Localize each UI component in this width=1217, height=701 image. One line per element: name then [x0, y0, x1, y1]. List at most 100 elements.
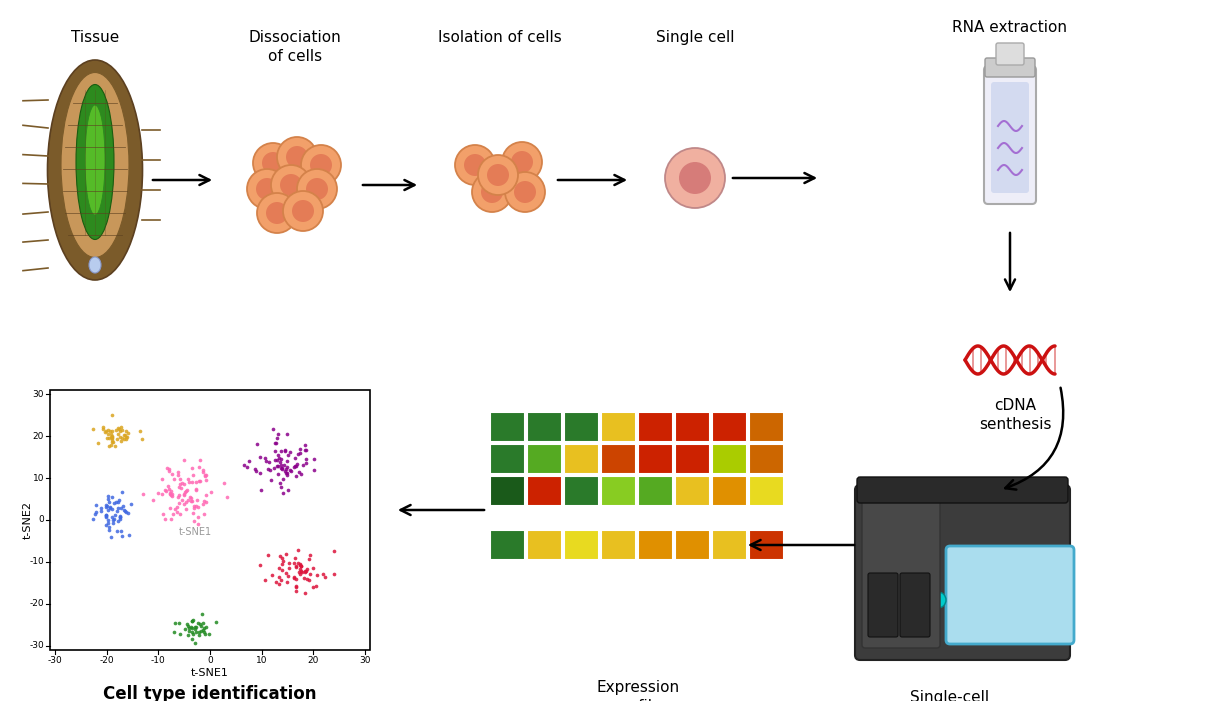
Point: [271, 574, 291, 585]
Circle shape: [514, 181, 535, 203]
Point: [287, 458, 307, 470]
Point: [258, 463, 277, 474]
Point: [183, 470, 202, 481]
Text: 0: 0: [207, 656, 213, 665]
Point: [156, 513, 175, 524]
Ellipse shape: [47, 60, 142, 280]
Point: [290, 559, 309, 570]
Point: [258, 550, 277, 561]
Point: [100, 522, 119, 533]
Point: [174, 489, 194, 500]
Point: [189, 629, 208, 641]
Circle shape: [284, 191, 323, 231]
Bar: [675, 530, 710, 560]
Circle shape: [247, 169, 287, 209]
Point: [273, 558, 292, 569]
Circle shape: [257, 193, 297, 233]
Point: [273, 473, 292, 484]
Point: [153, 508, 173, 519]
Point: [275, 465, 295, 477]
Point: [273, 552, 292, 564]
Point: [170, 508, 190, 519]
Point: [84, 423, 103, 435]
Point: [108, 515, 128, 526]
Bar: [563, 476, 599, 506]
Point: [159, 465, 179, 476]
Point: [248, 438, 268, 449]
Point: [184, 629, 203, 640]
Point: [161, 486, 180, 497]
Ellipse shape: [61, 72, 129, 257]
Bar: [490, 476, 525, 506]
Point: [112, 530, 131, 541]
Point: [97, 500, 117, 511]
Point: [271, 564, 291, 576]
Point: [271, 446, 291, 457]
Point: [118, 428, 138, 439]
Point: [214, 477, 234, 489]
Point: [105, 498, 124, 509]
Point: [265, 437, 285, 449]
Point: [280, 557, 299, 569]
Point: [110, 512, 129, 523]
Circle shape: [930, 592, 946, 608]
Circle shape: [301, 145, 341, 185]
Point: [172, 483, 191, 494]
Point: [291, 444, 310, 455]
Text: RNA extraction: RNA extraction: [953, 20, 1067, 35]
FancyBboxPatch shape: [862, 497, 940, 648]
Point: [170, 478, 190, 489]
Point: [96, 519, 116, 530]
Text: -10: -10: [29, 557, 44, 566]
Point: [134, 489, 153, 500]
Point: [176, 486, 196, 497]
Circle shape: [271, 165, 312, 205]
Text: Dissociation
of cells: Dissociation of cells: [248, 30, 342, 64]
Circle shape: [267, 202, 288, 224]
Point: [100, 524, 119, 536]
Point: [235, 459, 254, 470]
Point: [280, 562, 299, 573]
Point: [200, 628, 219, 639]
Point: [298, 564, 318, 575]
FancyBboxPatch shape: [868, 573, 898, 637]
Point: [247, 465, 267, 477]
Point: [95, 426, 114, 437]
Text: 20: 20: [33, 432, 44, 441]
Bar: [527, 412, 562, 442]
Point: [195, 627, 214, 638]
Text: -20: -20: [29, 599, 44, 608]
Point: [269, 452, 288, 463]
Point: [108, 428, 128, 440]
Circle shape: [664, 148, 725, 208]
Point: [269, 571, 288, 583]
Point: [276, 568, 296, 579]
Point: [291, 469, 310, 480]
Circle shape: [262, 152, 284, 174]
Point: [287, 560, 307, 571]
Point: [194, 465, 213, 476]
Point: [99, 491, 118, 502]
Point: [265, 437, 285, 448]
Point: [102, 430, 122, 442]
Point: [196, 475, 215, 486]
Point: [186, 484, 206, 495]
Point: [133, 433, 152, 444]
Point: [181, 496, 201, 507]
Point: [269, 563, 288, 574]
Point: [251, 559, 270, 571]
Bar: [601, 444, 636, 474]
Point: [291, 560, 310, 571]
Point: [269, 578, 288, 590]
FancyBboxPatch shape: [946, 546, 1073, 644]
Point: [97, 433, 117, 444]
Point: [185, 621, 204, 632]
Point: [101, 531, 120, 543]
Bar: [527, 444, 562, 474]
Point: [270, 550, 290, 561]
Point: [184, 501, 203, 512]
Circle shape: [277, 137, 316, 177]
Point: [91, 503, 111, 514]
Point: [102, 432, 122, 443]
Point: [185, 637, 204, 648]
